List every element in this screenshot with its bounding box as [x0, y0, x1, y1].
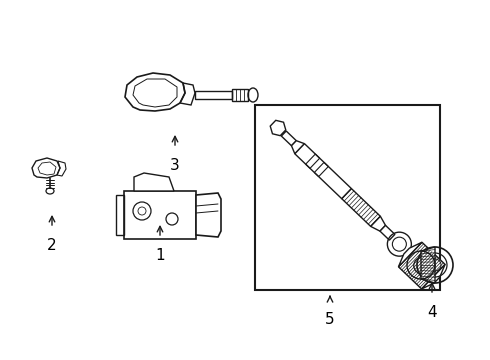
Polygon shape — [281, 131, 296, 146]
Polygon shape — [295, 144, 351, 199]
Polygon shape — [134, 173, 174, 191]
Polygon shape — [398, 242, 445, 289]
Text: 3: 3 — [170, 158, 180, 173]
Polygon shape — [292, 141, 304, 154]
Polygon shape — [196, 193, 221, 237]
Polygon shape — [371, 216, 386, 231]
Text: 5: 5 — [325, 312, 335, 327]
Text: 2: 2 — [47, 238, 57, 253]
Bar — [255, 105, 440, 290]
Polygon shape — [421, 264, 445, 289]
Text: 1: 1 — [155, 248, 165, 263]
Polygon shape — [398, 242, 422, 267]
Polygon shape — [380, 225, 395, 240]
Polygon shape — [342, 189, 380, 226]
Polygon shape — [421, 247, 435, 283]
Bar — [124, 191, 196, 239]
Text: 4: 4 — [427, 305, 437, 320]
Polygon shape — [270, 120, 286, 136]
